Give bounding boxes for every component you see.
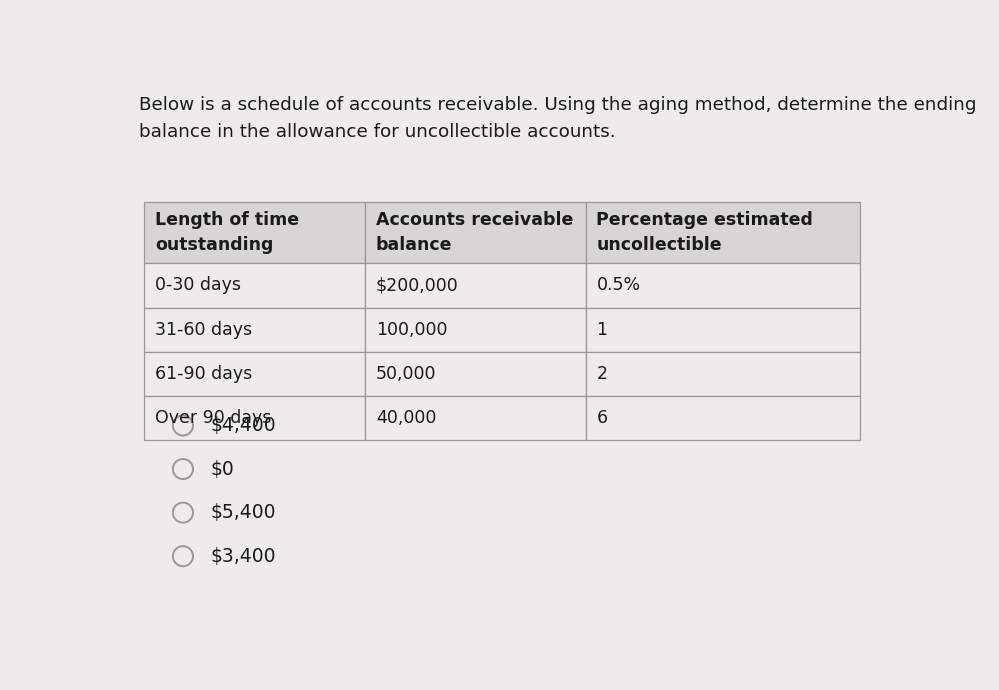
- FancyBboxPatch shape: [144, 308, 365, 352]
- Text: balance in the allowance for uncollectible accounts.: balance in the allowance for uncollectib…: [139, 123, 615, 141]
- FancyBboxPatch shape: [585, 202, 860, 264]
- FancyBboxPatch shape: [365, 352, 585, 396]
- Text: 0-30 days: 0-30 days: [155, 277, 241, 295]
- FancyBboxPatch shape: [144, 202, 365, 264]
- Text: 40,000: 40,000: [376, 408, 437, 427]
- Text: Length of time
outstanding: Length of time outstanding: [155, 211, 299, 255]
- FancyBboxPatch shape: [365, 202, 585, 264]
- Text: 2: 2: [596, 365, 607, 383]
- FancyBboxPatch shape: [144, 396, 365, 440]
- FancyBboxPatch shape: [144, 352, 365, 396]
- Text: 31-60 days: 31-60 days: [155, 321, 252, 339]
- FancyBboxPatch shape: [365, 264, 585, 308]
- Text: $200,000: $200,000: [376, 277, 459, 295]
- FancyBboxPatch shape: [144, 264, 365, 308]
- Text: $5,400: $5,400: [210, 503, 276, 522]
- Text: Percentage estimated
uncollectible: Percentage estimated uncollectible: [596, 211, 813, 255]
- Text: 61-90 days: 61-90 days: [155, 365, 253, 383]
- FancyBboxPatch shape: [585, 264, 860, 308]
- Text: 6: 6: [596, 408, 607, 427]
- Text: Below is a schedule of accounts receivable. Using the aging method, determine th: Below is a schedule of accounts receivab…: [139, 96, 976, 114]
- Text: 50,000: 50,000: [376, 365, 437, 383]
- Text: 1: 1: [596, 321, 607, 339]
- Text: Over 90 days: Over 90 days: [155, 408, 272, 427]
- FancyBboxPatch shape: [585, 308, 860, 352]
- Text: 100,000: 100,000: [376, 321, 448, 339]
- Text: 0.5%: 0.5%: [596, 277, 640, 295]
- FancyBboxPatch shape: [365, 396, 585, 440]
- FancyBboxPatch shape: [365, 308, 585, 352]
- Text: $3,400: $3,400: [210, 546, 276, 566]
- Text: Accounts receivable
balance: Accounts receivable balance: [376, 211, 573, 255]
- Text: $4,400: $4,400: [210, 416, 276, 435]
- FancyBboxPatch shape: [585, 396, 860, 440]
- FancyBboxPatch shape: [585, 352, 860, 396]
- Text: $0: $0: [210, 460, 234, 479]
